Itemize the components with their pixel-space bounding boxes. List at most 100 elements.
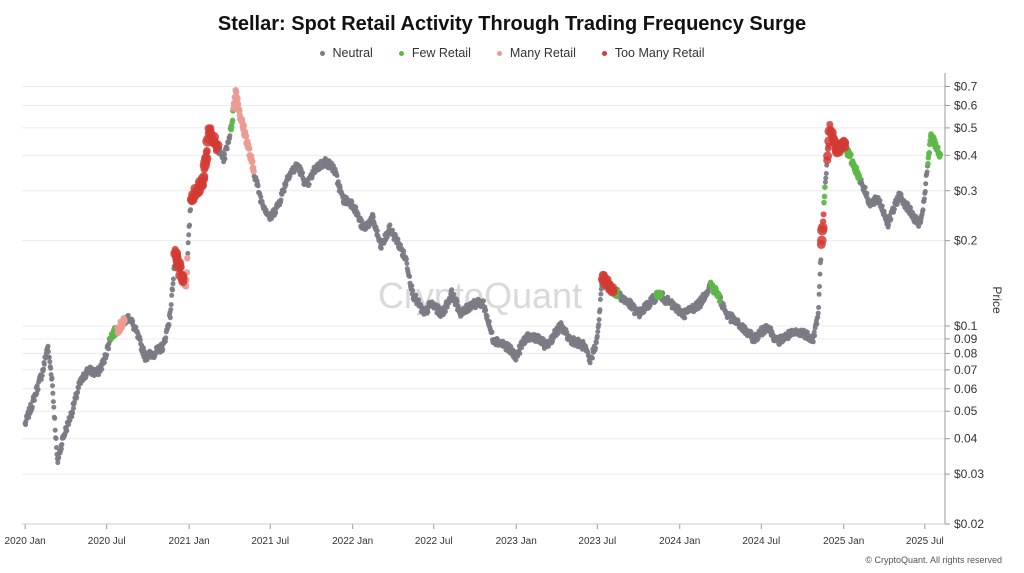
- data-point: [54, 445, 59, 451]
- data-point: [454, 299, 460, 304]
- data-point: [104, 352, 110, 358]
- data-point: [353, 204, 359, 210]
- data-point: [349, 199, 355, 205]
- data-point: [390, 227, 395, 233]
- data-point: [596, 317, 602, 323]
- x-tick-label: 2024 Jul: [742, 536, 780, 547]
- data-point: [163, 335, 169, 341]
- data-point: [398, 242, 404, 248]
- data-point: [442, 309, 448, 315]
- data-point: [188, 207, 193, 213]
- data-point: [483, 307, 489, 313]
- y-tick-label: $0.03: [954, 467, 984, 481]
- data-point: [403, 256, 409, 262]
- data-point: [564, 329, 570, 335]
- data-point: [64, 428, 70, 434]
- data-point: [47, 359, 53, 365]
- data-point: [246, 145, 253, 152]
- y-tick-label: $0.6: [954, 98, 978, 112]
- x-tick-label: 2023 Jul: [578, 536, 616, 547]
- data-point: [199, 172, 209, 181]
- legend-item[interactable]: Too Many Retail: [601, 46, 704, 60]
- data-point: [920, 207, 926, 213]
- data-point: [167, 315, 173, 321]
- data-point: [593, 345, 598, 351]
- y-tick-label: $0.1: [954, 319, 978, 333]
- y-tick-label: $0.4: [954, 148, 978, 162]
- data-point: [179, 274, 188, 283]
- legend-item[interactable]: Neutral: [319, 46, 373, 60]
- data-point: [212, 140, 223, 151]
- data-point: [29, 404, 35, 410]
- data-point: [170, 276, 176, 282]
- legend-label: Many Retail: [509, 46, 576, 60]
- y-tick-label: 0.06: [954, 382, 978, 396]
- legend-marker: [496, 50, 502, 56]
- legend-label: Few Retail: [411, 46, 471, 60]
- data-point: [816, 305, 822, 310]
- data-point: [705, 289, 711, 295]
- data-point: [26, 415, 32, 420]
- data-point: [56, 454, 62, 460]
- data-point: [926, 150, 933, 156]
- data-point: [810, 339, 816, 345]
- data-point: [819, 218, 827, 225]
- data-point: [250, 168, 257, 175]
- data-point: [75, 389, 81, 395]
- legend-item[interactable]: Few Retail: [398, 46, 471, 60]
- y-tick-label: 0.04: [954, 432, 978, 446]
- data-point: [160, 346, 166, 352]
- data-point: [484, 313, 490, 319]
- data-point: [70, 410, 76, 416]
- data-point: [820, 211, 827, 218]
- data-point: [416, 297, 421, 303]
- watermark-text: CryptoQuant: [378, 275, 582, 316]
- data-point: [53, 436, 59, 441]
- data-point: [170, 287, 175, 293]
- data-point: [401, 248, 407, 254]
- data-point: [597, 307, 603, 313]
- data-point: [32, 397, 37, 403]
- y-tick-label: $0.7: [954, 79, 978, 93]
- data-point: [335, 179, 341, 185]
- data-point: [378, 245, 384, 251]
- data-point: [816, 291, 822, 297]
- x-tick-label: 2022 Jan: [332, 536, 373, 547]
- data-point: [716, 298, 723, 305]
- data-point: [306, 181, 312, 187]
- data-point: [201, 153, 212, 164]
- data-point: [46, 354, 52, 360]
- data-point: [273, 210, 279, 215]
- y-tick-label: $0.02: [954, 517, 984, 531]
- data-point: [50, 390, 56, 396]
- data-point: [922, 189, 928, 194]
- data-point: [817, 284, 822, 289]
- data-point: [862, 184, 868, 190]
- data-point: [817, 271, 823, 277]
- data-point: [206, 124, 215, 132]
- legend-label: Neutral: [332, 46, 373, 60]
- data-point: [425, 309, 431, 315]
- data-point: [185, 250, 191, 256]
- data-point: [227, 133, 233, 139]
- data-point: [240, 122, 247, 129]
- data-point: [133, 324, 139, 330]
- data-point: [840, 142, 850, 152]
- data-point: [589, 355, 595, 361]
- legend-item[interactable]: Many Retail: [496, 46, 576, 60]
- data-point: [817, 235, 827, 246]
- data-point: [370, 214, 376, 220]
- x-tick-label: 2022 Jul: [415, 536, 453, 547]
- data-point: [222, 156, 228, 162]
- data-point: [52, 415, 58, 421]
- data-point: [716, 291, 722, 298]
- data-point: [891, 206, 897, 212]
- data-point: [49, 375, 55, 381]
- data-point: [815, 314, 821, 320]
- data-point: [407, 274, 413, 279]
- data-point: [594, 333, 600, 339]
- data-point: [658, 292, 664, 299]
- data-point: [817, 222, 828, 233]
- data-point: [413, 292, 419, 298]
